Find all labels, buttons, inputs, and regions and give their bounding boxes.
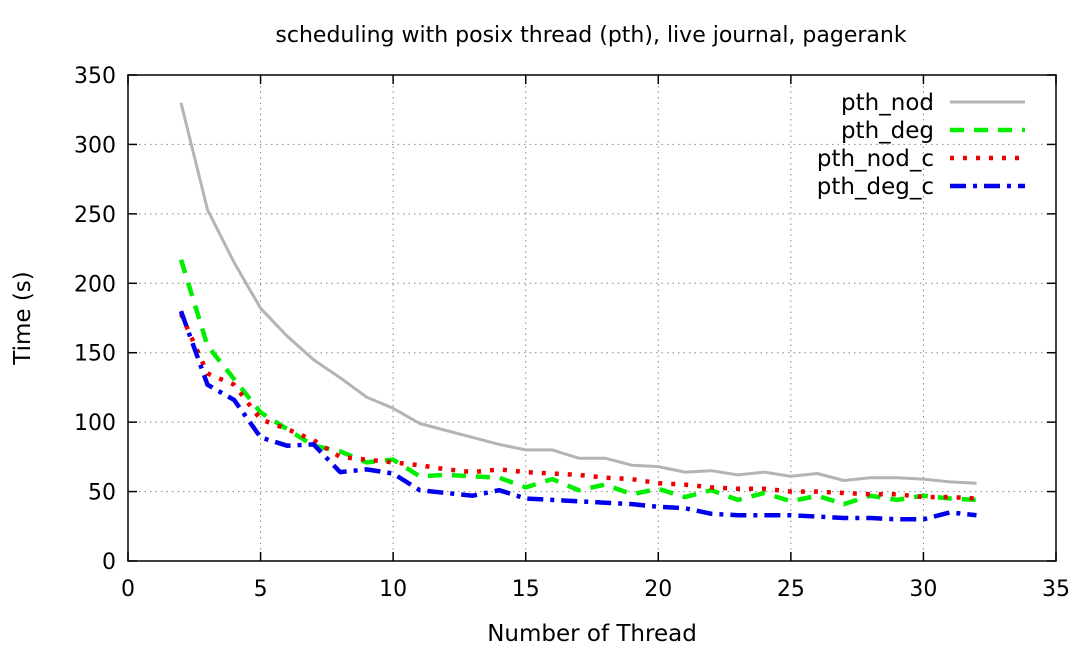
- y-tick-label: 150: [74, 342, 116, 367]
- plot-frame: [127, 74, 1057, 562]
- legend-label: pth_nod_c: [817, 146, 934, 172]
- x-tick-label: 0: [121, 577, 135, 602]
- y-tick-label: 250: [74, 203, 116, 228]
- y-tick-label: 200: [74, 272, 116, 297]
- x-tick-label: 30: [909, 577, 937, 602]
- series-line-pth-nod: [179, 102, 977, 485]
- series-line-pth-deg-c: [178, 310, 977, 522]
- series-line-pth-nod-c: [178, 312, 977, 501]
- y-tick-label: 100: [74, 411, 116, 436]
- x-tick-label: 5: [254, 577, 268, 602]
- series-line-pth-deg: [178, 259, 977, 507]
- y-tick-label: 0: [102, 550, 116, 575]
- x-tick-label: 20: [644, 577, 672, 602]
- grid: [128, 75, 1056, 561]
- series-layer: [178, 102, 977, 522]
- y-tick-label: 300: [74, 133, 116, 158]
- legend-label: pth_deg_c: [817, 174, 934, 200]
- y-axis-title: Time (s): [10, 271, 36, 366]
- legend-label: pth_nod: [841, 90, 934, 116]
- axes: 0 50 100 150 200 250 300 350 0 5 10 15 20 25 30 35: [74, 64, 1070, 602]
- x-tick-label: 25: [777, 577, 805, 602]
- y-tick-label: 50: [88, 481, 116, 506]
- x-tick-label: 35: [1042, 577, 1070, 602]
- x-tick-label: 10: [379, 577, 407, 602]
- y-tick-label: 350: [74, 64, 116, 89]
- chart-title: scheduling with posix thread (pth), live…: [275, 23, 906, 48]
- x-tick-label: 15: [512, 577, 540, 602]
- legend-label: pth_deg: [841, 118, 934, 144]
- x-axis-title: Number of Thread: [487, 621, 697, 647]
